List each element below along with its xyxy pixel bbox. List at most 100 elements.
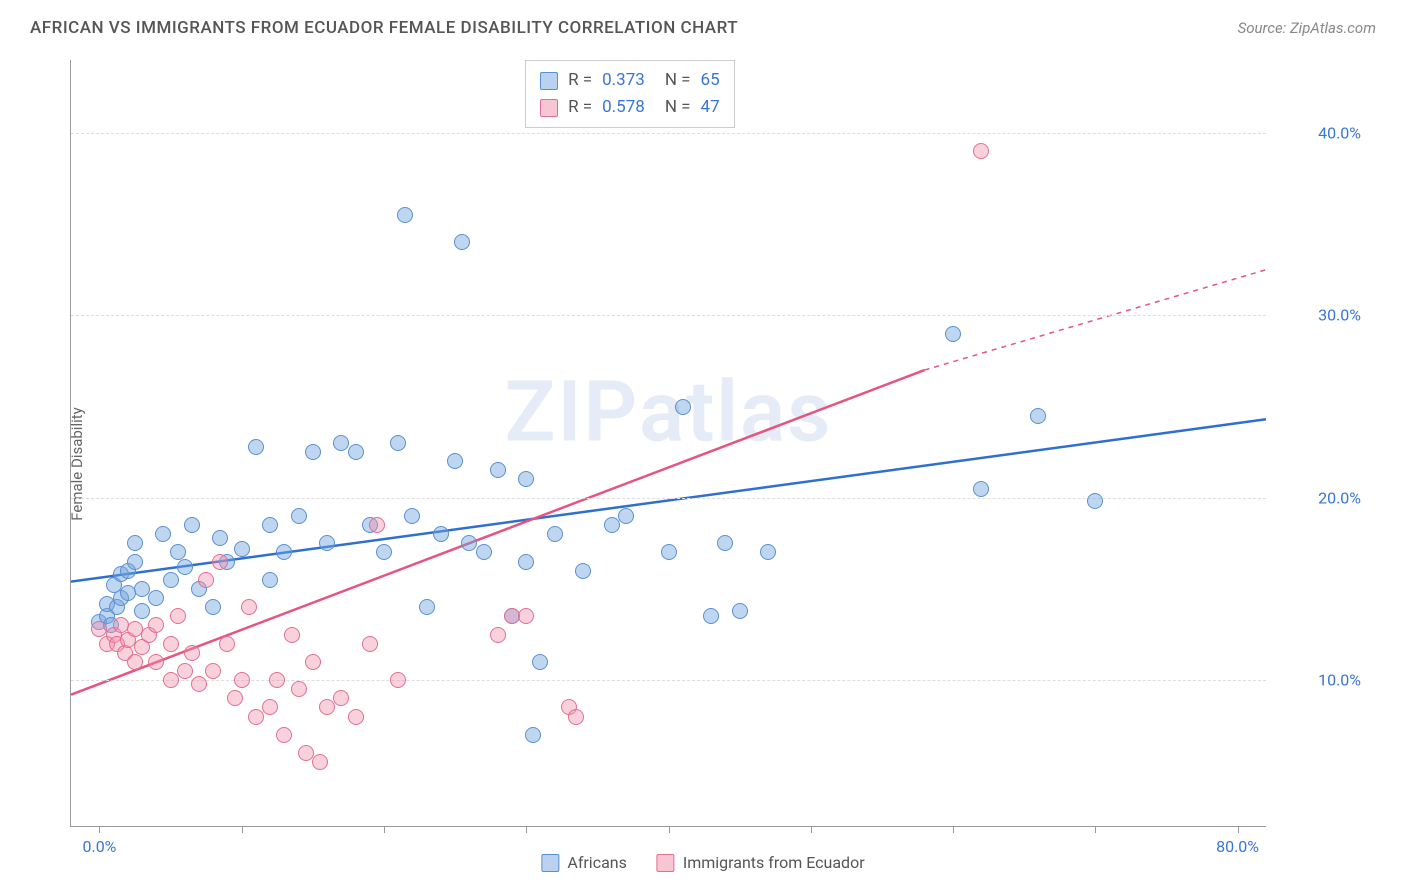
data-point [348, 444, 364, 460]
data-point [518, 608, 534, 624]
x-tick [669, 826, 670, 833]
data-point [127, 654, 143, 670]
data-point [248, 709, 264, 725]
stat-r-value-1: 0.578 [602, 94, 645, 121]
data-point [490, 627, 506, 643]
data-point [234, 672, 250, 688]
data-point [191, 676, 207, 692]
data-point [269, 672, 285, 688]
gridline [71, 315, 1266, 316]
x-tick [99, 826, 100, 833]
plot-area: ZIPatlas R = 0.373 N = 65 R = 0.578 N = … [70, 60, 1266, 827]
data-point [241, 599, 257, 615]
data-point [532, 654, 548, 670]
data-point [397, 207, 413, 223]
x-tick [811, 826, 812, 833]
data-point [604, 517, 620, 533]
data-point [618, 508, 634, 524]
stat-n-label: N = [665, 67, 691, 94]
data-point [362, 636, 378, 652]
data-point [219, 636, 235, 652]
data-point [163, 572, 179, 588]
data-point [262, 699, 278, 715]
data-point [568, 709, 584, 725]
gridline [71, 680, 1266, 681]
data-point [945, 326, 961, 342]
stat-n-value-0: 65 [701, 67, 720, 94]
data-point [305, 444, 321, 460]
data-point [155, 526, 171, 542]
data-point [127, 535, 143, 551]
data-point [284, 627, 300, 643]
data-point [177, 559, 193, 575]
stats-row-1: R = 0.578 N = 47 [540, 94, 720, 121]
data-point [973, 481, 989, 497]
swatch-africans-icon [541, 854, 559, 872]
stat-r-value-0: 0.373 [602, 67, 645, 94]
y-tick-label: 20.0% [1281, 488, 1361, 507]
data-point [333, 435, 349, 451]
legend-item-1: Immigrants from Ecuador [657, 853, 865, 872]
data-point [376, 544, 392, 560]
x-tick [384, 826, 385, 833]
data-point [163, 636, 179, 652]
data-point [675, 399, 691, 415]
data-point [732, 603, 748, 619]
data-point [433, 526, 449, 542]
data-point [134, 603, 150, 619]
data-point [170, 608, 186, 624]
data-point [525, 727, 541, 743]
data-point [212, 554, 228, 570]
data-point [312, 754, 328, 770]
data-point [760, 544, 776, 560]
x-tick [526, 826, 527, 833]
data-point [198, 572, 214, 588]
data-point [148, 654, 164, 670]
data-point [177, 663, 193, 679]
data-point [476, 544, 492, 560]
data-point [262, 572, 278, 588]
legend-label-1: Immigrants from Ecuador [683, 853, 865, 872]
x-tick [953, 826, 954, 833]
data-point [205, 599, 221, 615]
x-tick [1095, 826, 1096, 833]
data-point [291, 681, 307, 697]
data-point [575, 563, 591, 579]
y-tick-label: 10.0% [1281, 671, 1361, 690]
data-point [127, 554, 143, 570]
data-point [205, 663, 221, 679]
data-point [170, 544, 186, 560]
data-point [461, 535, 477, 551]
data-point [291, 508, 307, 524]
data-point [661, 544, 677, 560]
data-point [276, 727, 292, 743]
data-point [184, 645, 200, 661]
data-point [298, 745, 314, 761]
x-tick-label: 80.0% [1216, 837, 1259, 856]
data-point [518, 554, 534, 570]
data-point [262, 517, 278, 533]
data-point [419, 599, 435, 615]
x-tick [242, 826, 243, 833]
stats-row-0: R = 0.373 N = 65 [540, 67, 720, 94]
chart-source: Source: ZipAtlas.com [1238, 19, 1376, 37]
data-point [973, 143, 989, 159]
data-point [369, 517, 385, 533]
data-point [703, 608, 719, 624]
data-point [390, 672, 406, 688]
data-point [333, 690, 349, 706]
data-point [248, 439, 264, 455]
stat-r-label: R = [568, 67, 592, 94]
data-point [547, 526, 563, 542]
data-point [1087, 493, 1103, 509]
data-point [454, 234, 470, 250]
data-point [234, 541, 250, 557]
data-point [490, 462, 506, 478]
trend-line [71, 370, 925, 695]
data-point [1030, 408, 1046, 424]
y-tick-label: 30.0% [1281, 306, 1361, 325]
stat-n-label: N = [665, 94, 691, 121]
swatch-ecuador-icon [540, 99, 558, 117]
data-point [348, 709, 364, 725]
data-point [319, 535, 335, 551]
